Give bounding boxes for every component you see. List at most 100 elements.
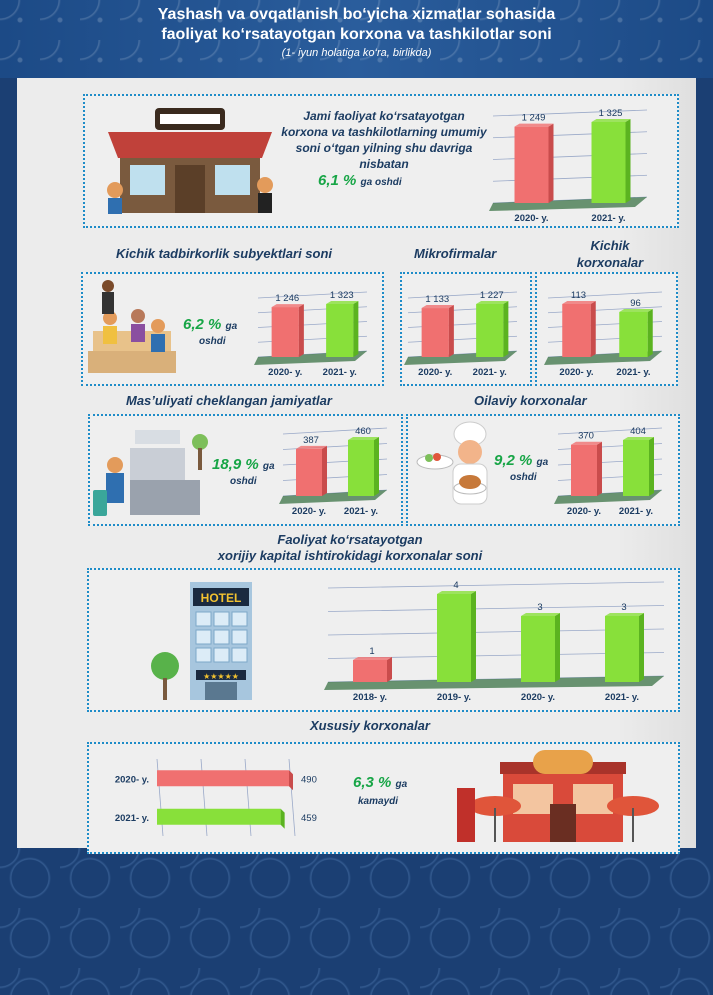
- bar: [157, 770, 293, 791]
- svg-text:HOTEL: HOTEL: [201, 591, 242, 605]
- value-label: 459: [301, 813, 317, 824]
- total-pct: 6,1 % ga oshdi: [318, 172, 402, 189]
- bar: [623, 437, 654, 496]
- category-label: 2020- y.: [559, 367, 593, 378]
- value-label: 1 133: [425, 294, 449, 305]
- llc-pct: 18,9 % ga: [212, 456, 275, 473]
- svg-text:★★★★★: ★★★★★: [203, 672, 239, 681]
- gridline: [492, 109, 648, 117]
- page-title-line2: faoliyat ko‘rsatayotgan korxona va tashk…: [161, 26, 552, 43]
- cafe-people-illustration-icon: [88, 280, 176, 373]
- small-business-title: Kichik tadbirkorlik subyektlari soni: [116, 246, 333, 261]
- cafe-storefront-illustration-icon: [457, 750, 659, 842]
- private-change: kamaydi: [358, 796, 399, 807]
- hotel-reception-illustration-icon: [93, 430, 208, 516]
- chart-floor: [324, 676, 664, 690]
- value-label: 3: [621, 602, 626, 613]
- chart-total: 1 249 2020- y. 1 325 2021- y.: [489, 108, 648, 224]
- gridline: [327, 605, 665, 612]
- gridline: [288, 758, 296, 837]
- category-label: 2021- y.: [591, 213, 625, 224]
- category-label: 2021- y.: [619, 506, 653, 517]
- chart-small-enterprises: 113 2020- y. 96 2021- y.: [544, 290, 663, 378]
- bar: [521, 613, 560, 682]
- category-label: 2020- y.: [567, 506, 601, 517]
- chart-foreign: 1 2018- y. 4 2019- y. 3 2020- y. 3 2021- y.: [324, 580, 665, 703]
- value-label: 1 323: [330, 290, 354, 301]
- value-label: 1: [369, 646, 374, 657]
- llc-ga: ga: [262, 461, 275, 472]
- value-label: 113: [571, 290, 586, 301]
- bar: [157, 808, 285, 829]
- private-pct-value: 6,3 %: [353, 774, 392, 791]
- header: Yashash va ovqatlanish bo‘yicha xizmatla…: [0, 0, 713, 78]
- bar: [591, 119, 631, 203]
- llc-pct-value: 18,9 %: [212, 456, 259, 473]
- page-title-line1: Yashash va ovqatlanish bo‘yicha xizmatla…: [157, 6, 556, 23]
- small-enterprises-title: Kichik korxonalar: [576, 238, 644, 270]
- small-business-change: oshdi: [199, 336, 226, 347]
- bar: [514, 123, 554, 203]
- value-label: 3: [537, 602, 542, 613]
- category-label: 2021- y.: [605, 692, 639, 703]
- category-label: 2021- y.: [344, 506, 378, 517]
- total-description: Jami faoliyat ko‘rsatayotgan korxona va …: [281, 109, 487, 171]
- chart-llc: 387 2020- y. 460 2021- y.: [279, 426, 388, 517]
- small-enterprises-box: [535, 272, 678, 386]
- gridline: [282, 427, 388, 435]
- value-label: 1 246: [275, 293, 299, 304]
- llc-title: Mas’uliyati cheklangan jamiyatlar: [126, 393, 332, 408]
- chart-private: 2020- y. 490 2021- y. 459: [115, 758, 317, 837]
- foreign-title-line1: Faoliyat ko‘rsatayotgan: [277, 532, 423, 547]
- gridline: [407, 291, 518, 299]
- micro-title: Mikrofirmalar: [414, 246, 497, 261]
- category-label: 2020- y.: [268, 367, 302, 378]
- family-pct-value: 9,2 %: [494, 452, 533, 469]
- value-label: 4: [453, 580, 458, 591]
- small-business-pct-value: 6,2 %: [183, 316, 222, 333]
- bar: [421, 305, 454, 357]
- total-pct-value: 6,1 %: [318, 172, 357, 189]
- foreign-title-line2: xorijiy kapital ishtirokidagi korxonalar…: [217, 548, 483, 563]
- bar: [476, 301, 509, 357]
- chart-small-business: 1 246 2020- y. 1 323 2021- y.: [254, 290, 368, 378]
- category-label: 2021- y.: [323, 367, 357, 378]
- value-label: 1 325: [599, 108, 623, 119]
- bar: [271, 304, 304, 357]
- value-label: 1 227: [480, 290, 504, 301]
- category-label: 2020- y.: [292, 506, 326, 517]
- category-label: 2020- y.: [418, 367, 452, 378]
- category-label: 2018- y.: [353, 692, 387, 703]
- bar: [605, 613, 644, 682]
- private-pct: 6,3 % ga: [353, 774, 407, 791]
- footer-pattern: [0, 848, 713, 995]
- page-subtitle: (1- iyun holatiga ko‘ra, birlikda): [281, 47, 432, 59]
- chart-micro: 1 133 2020- y. 1 227 2021- y.: [404, 290, 518, 378]
- gridline: [547, 291, 663, 299]
- gridline: [327, 581, 665, 589]
- family-pct: 9,2 % ga: [494, 452, 548, 469]
- total-change: ga oshdi: [360, 177, 402, 188]
- bar: [619, 308, 653, 357]
- value-label: 460: [355, 426, 371, 437]
- restaurant-illustration-icon: [107, 108, 273, 214]
- family-change: oshdi: [510, 472, 537, 483]
- value-label: 96: [630, 298, 641, 309]
- value-label: 370: [578, 431, 594, 442]
- category-label: 2021- y.: [473, 367, 507, 378]
- family-title: Oilaviy korxonalar: [474, 393, 587, 408]
- bar: [326, 301, 359, 357]
- bar: [296, 445, 327, 496]
- chef-illustration-icon: [416, 421, 488, 505]
- value-label: 387: [303, 435, 319, 446]
- bar: [562, 301, 596, 357]
- bar: [437, 591, 476, 682]
- value-label: 490: [301, 774, 317, 785]
- family-ga: ga: [536, 457, 549, 468]
- bar: [348, 437, 379, 496]
- category-label: 2020- y.: [115, 774, 149, 785]
- bar: [571, 441, 602, 496]
- private-ga: ga: [395, 779, 408, 790]
- chart-family: 370 2020- y. 404 2021- y.: [554, 426, 663, 517]
- small-business-ga: ga: [225, 321, 238, 332]
